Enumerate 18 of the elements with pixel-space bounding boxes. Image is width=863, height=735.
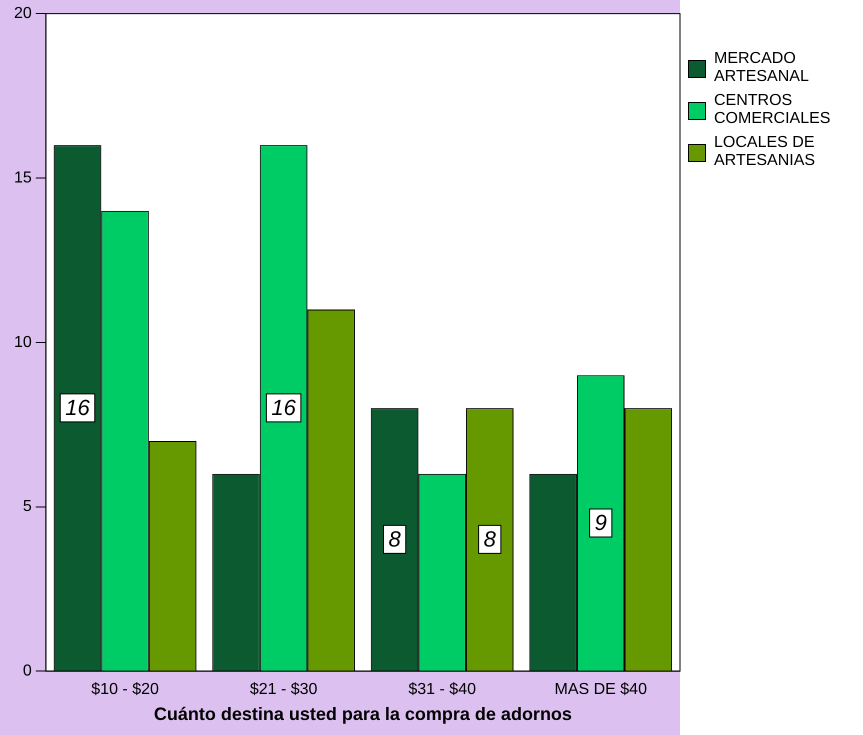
legend-label: MERCADO ARTESANAL <box>714 50 810 86</box>
y-tick-label: 0 <box>22 662 32 680</box>
data-label: 9 <box>594 510 607 536</box>
y-tick-label: 10 <box>14 334 32 351</box>
x-tick-label: $21 - $30 <box>250 681 318 698</box>
x-tick-label: MAS DE $40 <box>554 681 648 698</box>
y-tick-label: 20 <box>14 5 32 22</box>
x-tick-label: $31 - $40 <box>408 681 476 698</box>
data-label: 16 <box>271 395 297 420</box>
y-tick-label: 5 <box>22 498 32 516</box>
data-label: 8 <box>388 526 402 552</box>
legend-label: LOCALES DE ARTESANIAS <box>714 134 816 170</box>
y-tick-label: 15 <box>14 169 32 186</box>
x-axis-title: Cuánto destina usted para la compra de adornos <box>154 704 572 724</box>
x-tick-label: $10 - $20 <box>91 681 159 698</box>
data-label: 8 <box>484 526 497 552</box>
legend-label: CENTROS COMERCIALES <box>714 92 832 128</box>
data-label: 16 <box>65 395 90 420</box>
